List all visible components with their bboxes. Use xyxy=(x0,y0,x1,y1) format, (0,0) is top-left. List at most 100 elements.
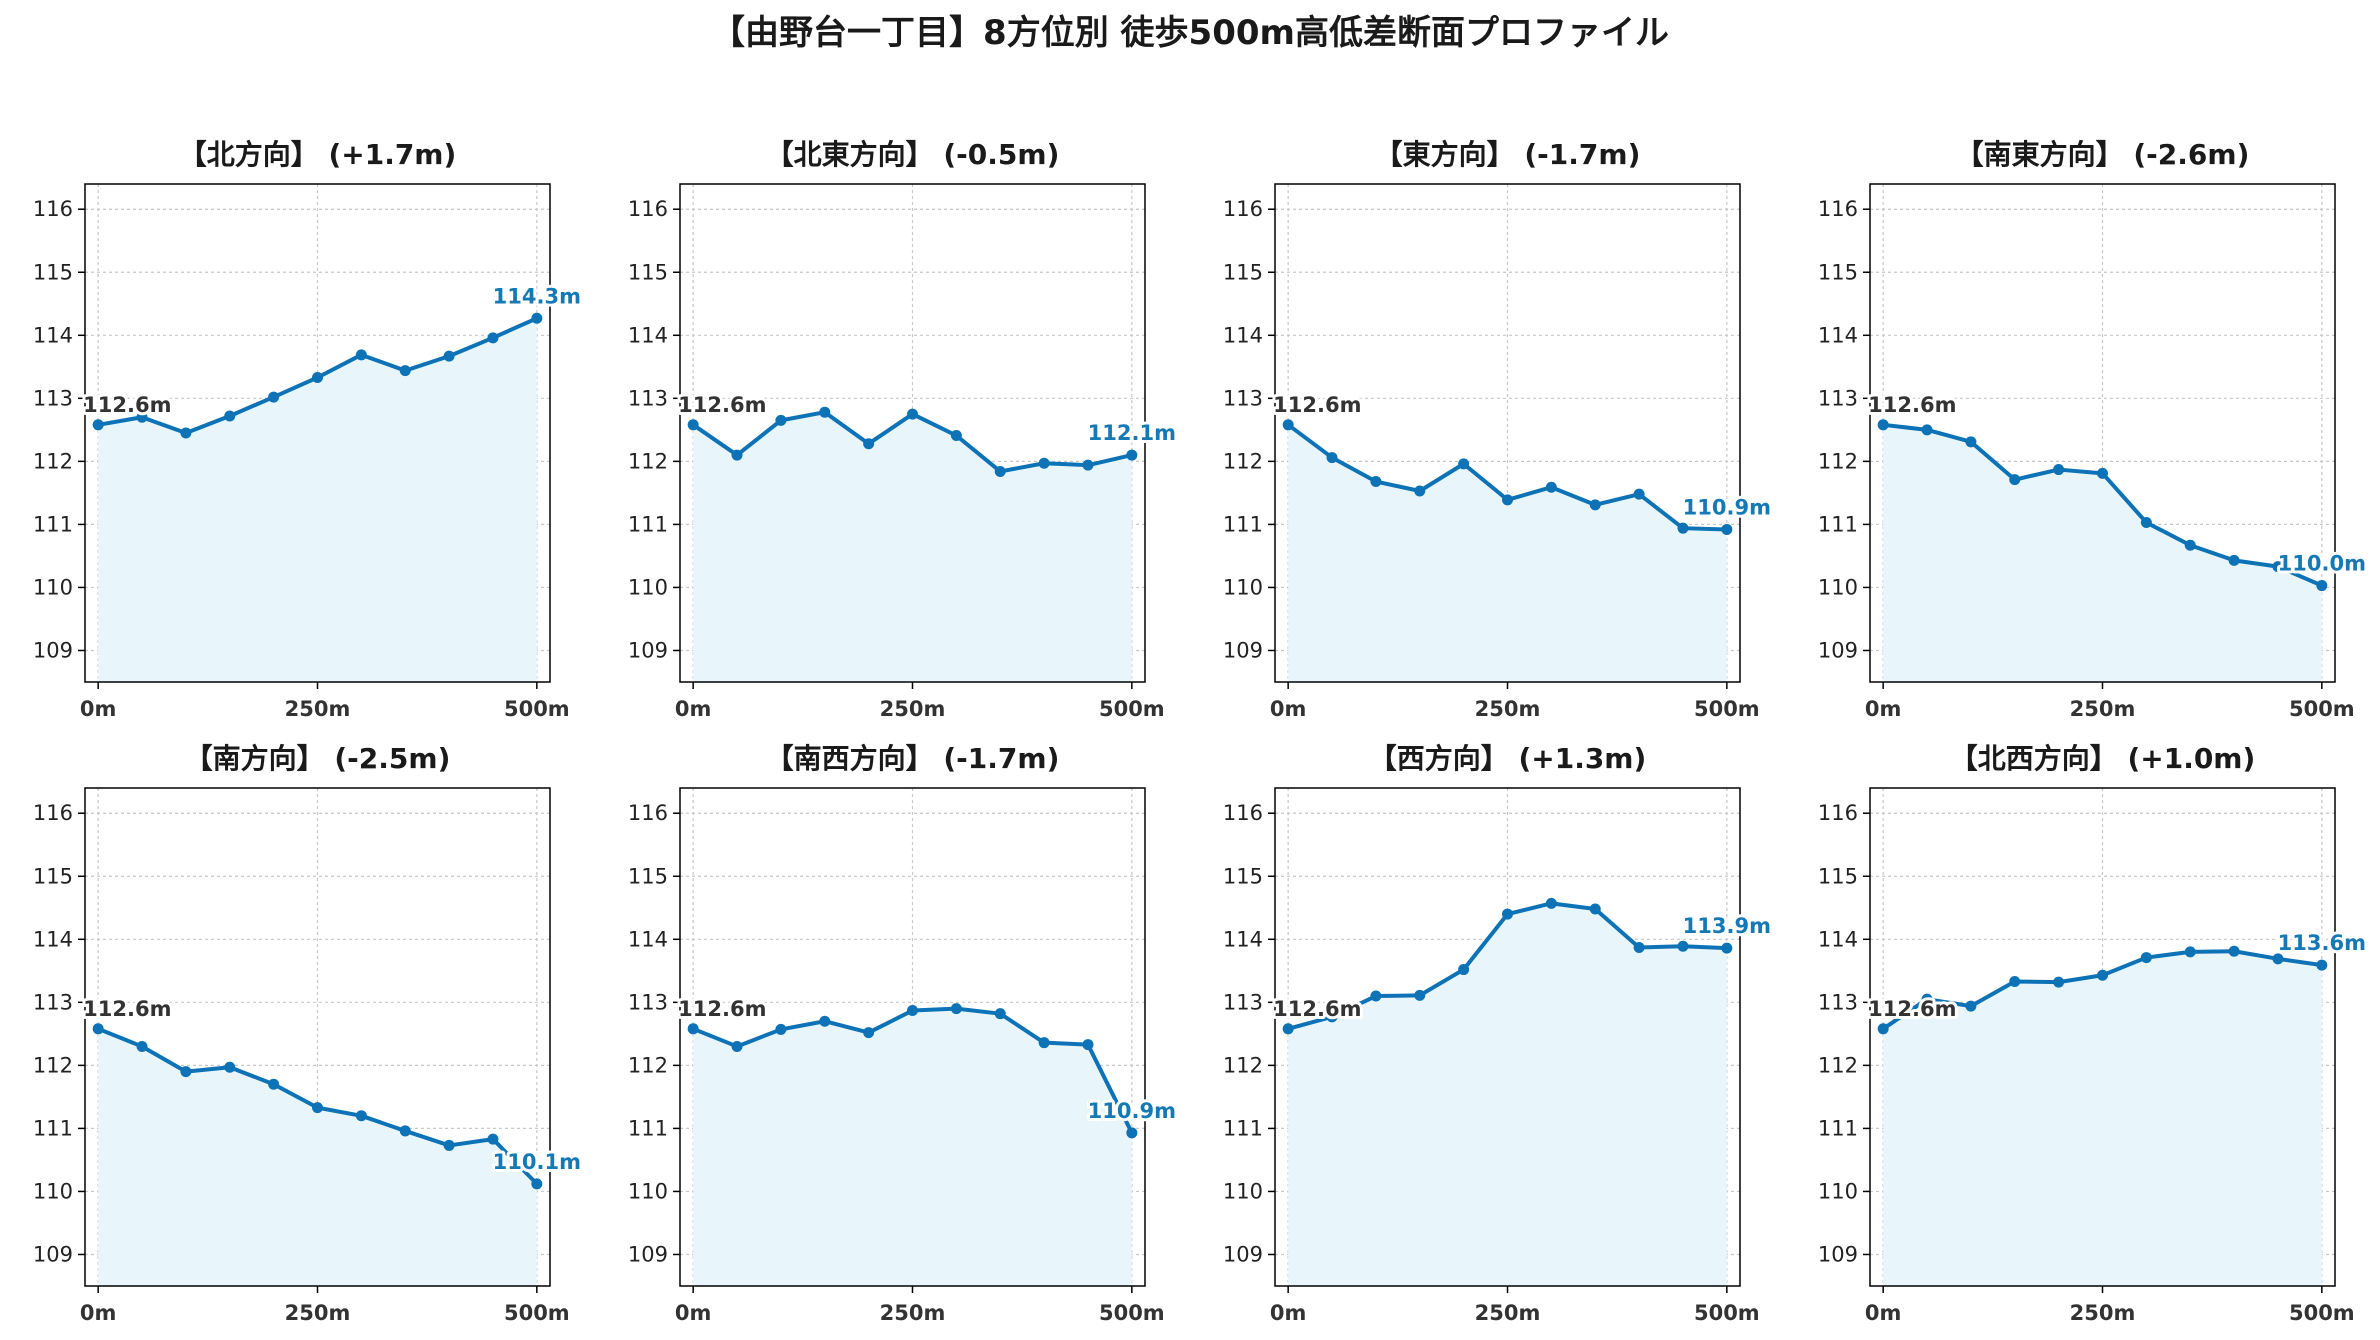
panel-title: 【南方向】 (-2.5m) xyxy=(185,742,451,775)
start-elevation-label: 112.6m xyxy=(1273,997,1361,1021)
x-tick-label: 250m xyxy=(2070,1301,2136,1325)
elevation-area xyxy=(98,1028,537,1286)
data-point xyxy=(1877,1023,1889,1035)
y-tick-label: 111 xyxy=(33,1116,73,1140)
data-point xyxy=(2097,969,2108,981)
data-point xyxy=(1589,499,1601,511)
y-tick-label: 116 xyxy=(1818,801,1858,825)
data-point xyxy=(1326,1011,1338,1023)
data-point xyxy=(224,410,236,422)
data-point xyxy=(399,1125,411,1137)
y-tick-label: 114 xyxy=(1223,323,1263,347)
y-tick-label: 112 xyxy=(1223,449,1263,473)
y-tick-label: 112 xyxy=(1223,1053,1263,1077)
data-point xyxy=(355,349,367,361)
start-elevation-label: 112.6m xyxy=(678,997,766,1021)
data-point xyxy=(1282,1023,1294,1035)
y-tick-label: 110 xyxy=(628,575,668,599)
plot-frame xyxy=(1869,183,2336,683)
data-point xyxy=(1126,1127,1138,1139)
y-tick-label: 116 xyxy=(33,801,73,825)
data-point xyxy=(2228,945,2240,957)
y-tick-label: 116 xyxy=(1818,197,1858,221)
data-point xyxy=(2228,554,2240,566)
y-tick-label: 115 xyxy=(33,864,73,888)
y-tick-label: 112 xyxy=(628,1053,668,1077)
data-point xyxy=(907,408,918,420)
x-tick-label: 250m xyxy=(2070,697,2136,721)
data-point xyxy=(1082,459,1094,471)
plot-frame xyxy=(1274,787,1741,1287)
y-tick-label: 110 xyxy=(1223,1179,1263,1203)
data-point xyxy=(863,1027,875,1039)
panel-title: 【西方向】 (+1.3m) xyxy=(1369,742,1647,775)
y-tick-label: 109 xyxy=(33,638,73,662)
y-tick-label: 109 xyxy=(1818,638,1858,662)
y-tick-label: 110 xyxy=(1818,575,1858,599)
data-point xyxy=(687,1023,699,1035)
elevation-area xyxy=(693,1008,1132,1286)
data-point xyxy=(2140,517,2152,529)
y-tick-label: 115 xyxy=(1223,864,1263,888)
x-tick-label: 250m xyxy=(880,1301,946,1325)
start-elevation-label: 112.6m xyxy=(1868,997,1956,1021)
data-point xyxy=(775,1023,787,1035)
y-tick-label: 111 xyxy=(1818,512,1858,536)
data-point xyxy=(2184,539,2196,551)
panels-grid: 【北方向】 (+1.7m) 109 110 111 112 113 114 115 116 0m 2… xyxy=(33,138,2369,1325)
panel-title: 【北西方向】 (+1.0m) xyxy=(1950,742,2256,775)
panel-1: 【北方向】 (+1.7m) 109 110 111 112 113 114 115 116 0m 2… xyxy=(33,138,584,721)
elevation-area xyxy=(98,318,537,682)
data-point xyxy=(355,1110,367,1122)
panel-title: 【北方向】 (+1.7m) xyxy=(179,138,457,171)
y-tick-label: 111 xyxy=(33,512,73,536)
data-point xyxy=(487,1133,499,1145)
y-tick-label: 109 xyxy=(1223,638,1263,662)
data-point xyxy=(2140,952,2152,964)
plot-frame xyxy=(679,183,1146,683)
end-elevation-label: 110.0m xyxy=(2278,552,2366,576)
x-tick-label: 250m xyxy=(880,697,946,721)
data-point xyxy=(2009,976,2021,988)
y-tick-label: 116 xyxy=(1223,197,1263,221)
data-point xyxy=(1921,424,1933,436)
y-tick-label: 114 xyxy=(628,927,668,951)
y-tick-label: 111 xyxy=(1818,1116,1858,1140)
x-tick-label: 250m xyxy=(285,697,351,721)
data-point xyxy=(268,1078,280,1090)
data-point xyxy=(268,391,280,403)
y-tick-label: 113 xyxy=(628,990,668,1014)
y-tick-label: 115 xyxy=(628,260,668,284)
data-point xyxy=(2053,976,2065,988)
panel-5: 【南方向】 (-2.5m) 109 110 111 112 113 114 115 116 0m 2… xyxy=(33,742,584,1325)
data-point xyxy=(1458,458,1470,470)
data-point xyxy=(819,406,831,418)
y-tick-label: 116 xyxy=(33,197,73,221)
data-point xyxy=(2184,946,2196,958)
data-point xyxy=(1677,522,1689,534)
y-tick-label: 109 xyxy=(1818,1242,1858,1266)
y-tick-label: 109 xyxy=(33,1242,73,1266)
data-point xyxy=(1721,523,1733,535)
start-elevation-label: 112.6m xyxy=(1868,393,1956,417)
y-tick-label: 113 xyxy=(1223,990,1263,1014)
x-tick-label: 250m xyxy=(1475,1301,1541,1325)
data-point xyxy=(1414,485,1426,497)
start-elevation-label: 112.6m xyxy=(83,393,171,417)
x-tick-label: 0m xyxy=(80,1301,117,1325)
data-point xyxy=(92,1023,104,1035)
data-point xyxy=(312,1102,323,1114)
x-tick-label: 0m xyxy=(1865,697,1902,721)
panel-3: 【東方向】 (-1.7m) 109 110 111 112 113 114 115 116 0m 2… xyxy=(1223,138,1774,721)
data-point xyxy=(2009,474,2021,486)
start-elevation-label: 112.6m xyxy=(83,997,171,1021)
end-elevation-label: 114.3m xyxy=(493,284,581,308)
data-point xyxy=(92,419,104,431)
y-tick-label: 114 xyxy=(33,323,73,347)
panel-7: 【西方向】 (+1.3m) 109 110 111 112 113 114 115 116 0m 2… xyxy=(1223,742,1774,1325)
y-tick-label: 116 xyxy=(628,197,668,221)
y-tick-label: 114 xyxy=(1818,323,1858,347)
data-point xyxy=(1458,964,1470,976)
y-tick-label: 110 xyxy=(33,575,73,599)
y-tick-label: 111 xyxy=(1223,1116,1263,1140)
